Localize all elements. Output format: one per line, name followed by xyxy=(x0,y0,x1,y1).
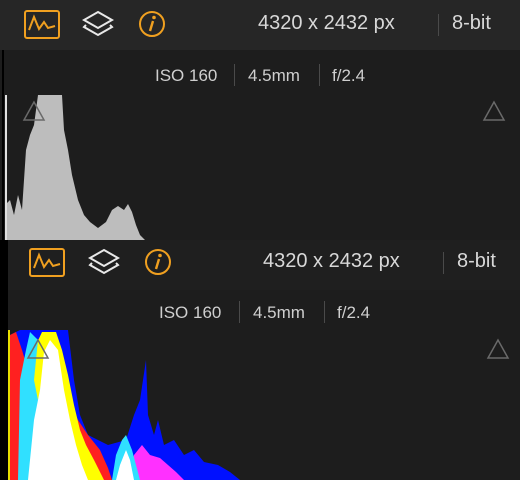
info-panel: 4320 x 2432 px 8-bit ISO 160 4.5mm f/2.4 xyxy=(8,240,520,480)
rgb-histogram xyxy=(8,330,240,480)
histogram-button[interactable] xyxy=(24,10,60,39)
separator xyxy=(443,252,444,274)
focal-length: 4.5mm xyxy=(248,66,300,85)
info-button[interactable] xyxy=(139,11,165,37)
bit-depth: 8-bit xyxy=(457,250,496,272)
shadow-clip-indicator[interactable] xyxy=(26,338,50,359)
panel-graphics xyxy=(2,10,506,240)
dimensions: 4320 x 2432 px xyxy=(263,250,400,272)
shadow-clip-indicator[interactable] xyxy=(22,100,46,121)
edge xyxy=(2,50,4,240)
iso: ISO 160 xyxy=(155,66,218,85)
layers-button[interactable] xyxy=(87,248,121,275)
histogram-button[interactable] xyxy=(29,248,65,277)
iso: ISO 160 xyxy=(159,303,222,322)
separator xyxy=(438,14,439,36)
panel-graphics xyxy=(8,248,510,480)
info-panel: 4320 x 2432 px 8-bit ISO 160 4.5mm f/2.4 xyxy=(0,0,520,240)
focal-length: 4.5mm xyxy=(253,303,305,322)
aperture: f/2.4 xyxy=(337,303,371,322)
toolbar xyxy=(8,240,520,290)
toolbar xyxy=(0,0,520,50)
layers-button[interactable] xyxy=(81,10,115,37)
dimensions: 4320 x 2432 px xyxy=(258,12,395,34)
highlight-clip-indicator[interactable] xyxy=(486,338,510,359)
highlight-clip-indicator[interactable] xyxy=(482,100,506,121)
separator xyxy=(319,64,320,86)
bit-depth: 8-bit xyxy=(452,12,491,34)
separator xyxy=(324,301,325,323)
separator xyxy=(239,301,240,323)
luminance-histogram xyxy=(5,95,145,240)
aperture: f/2.4 xyxy=(332,66,366,85)
info-button[interactable] xyxy=(145,249,171,275)
separator xyxy=(234,64,235,86)
